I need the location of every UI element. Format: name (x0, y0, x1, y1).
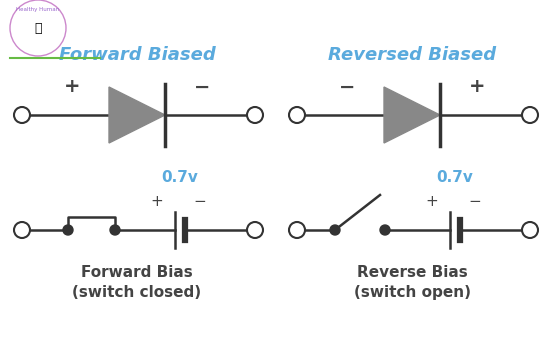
Circle shape (380, 225, 390, 235)
Circle shape (110, 225, 120, 235)
Circle shape (63, 225, 73, 235)
Circle shape (247, 107, 263, 123)
Circle shape (522, 107, 538, 123)
Text: Reversed Biased: Reversed Biased (328, 46, 496, 64)
Circle shape (330, 225, 340, 235)
Text: Reverse Bias
(switch open): Reverse Bias (switch open) (354, 265, 470, 300)
Text: −: − (194, 77, 210, 97)
Circle shape (247, 222, 263, 238)
Text: +: + (64, 77, 80, 97)
Polygon shape (109, 87, 165, 143)
Circle shape (289, 222, 305, 238)
Text: −: − (469, 195, 481, 210)
Text: 🌿: 🌿 (34, 21, 42, 35)
Text: Forward Bias
(switch closed): Forward Bias (switch closed) (73, 265, 201, 300)
Polygon shape (384, 87, 440, 143)
Text: Healthy Human: Healthy Human (16, 7, 59, 13)
Text: +: + (426, 195, 438, 210)
Circle shape (14, 222, 30, 238)
Circle shape (522, 222, 538, 238)
Text: +: + (151, 195, 163, 210)
Text: 0.7v: 0.7v (437, 170, 474, 186)
Text: +: + (469, 77, 485, 97)
Circle shape (289, 107, 305, 123)
Text: −: − (194, 195, 206, 210)
Circle shape (14, 107, 30, 123)
Text: −: − (339, 77, 355, 97)
Text: 0.7v: 0.7v (162, 170, 199, 186)
Text: Forward Biased: Forward Biased (59, 46, 216, 64)
